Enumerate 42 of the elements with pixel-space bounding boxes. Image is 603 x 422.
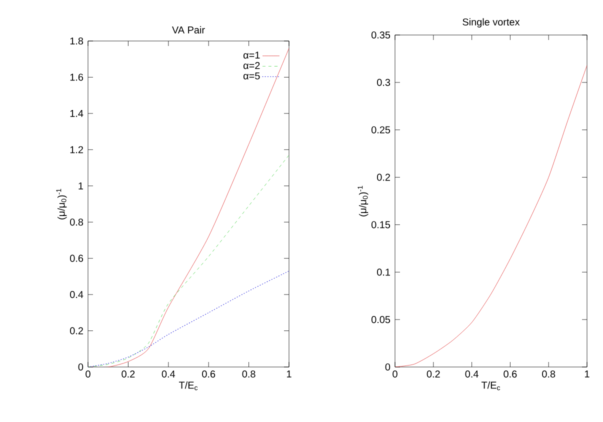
line-series <box>395 65 588 367</box>
y-tick-label: 1.6 <box>70 74 84 81</box>
y-tick-label: 0.25 <box>371 126 390 134</box>
line-series <box>88 154 290 367</box>
y-tick-label: 0.2 <box>70 327 83 334</box>
y-tick-label: 0.6 <box>70 254 84 262</box>
y-tick-label: 0 <box>78 363 84 371</box>
chart-title: Single vortex <box>462 18 520 28</box>
x-tick-label: 0.4 <box>162 370 176 378</box>
y-tick-label: 0.8 <box>70 218 84 226</box>
x-tick-label: 0.2 <box>426 370 440 378</box>
line-series <box>88 270 290 367</box>
x-tick-label: 0.8 <box>242 370 256 378</box>
x-tick-label: 0.2 <box>122 370 135 378</box>
legend-label: α=1 <box>243 52 260 59</box>
x-axis-title: T/E$_{c}$ <box>481 381 500 390</box>
x-tick-label: 1 <box>585 370 590 378</box>
legend-label: α=2 <box>243 62 260 70</box>
y-tick-label: 1 <box>78 182 84 190</box>
y-axis-title: (μ/μ$_{0}$)$^{-1}$ <box>358 186 368 216</box>
y-tick-label: 0.05 <box>371 316 390 324</box>
y-tick-label: 0.3 <box>377 78 390 86</box>
chart-title: VA Pair <box>172 26 205 34</box>
x-tick-label: 0.6 <box>504 370 517 378</box>
legend-label: α=5 <box>243 72 260 80</box>
x-tick-label: 0 <box>86 370 90 378</box>
x-tick-label: 0.4 <box>465 370 478 378</box>
y-tick-label: 0.1 <box>377 268 390 276</box>
y-tick-label: 0.2 <box>377 174 390 181</box>
y-tick-label: 0.15 <box>371 221 390 228</box>
y-tick-label: 1.4 <box>70 110 84 117</box>
y-tick-label: 1.8 <box>70 37 84 45</box>
y-tick-label: 0 <box>385 363 390 371</box>
x-tick-label: 0.6 <box>202 370 216 378</box>
y-tick-label: 1.2 <box>70 146 83 154</box>
x-tick-label: 0 <box>392 370 398 378</box>
y-axis-title: (μ/μ$_{0}$)$^{-1}$ <box>56 188 67 220</box>
y-tick-label: 0.35 <box>371 31 390 39</box>
x-axis-title: T/E$_{c}$ <box>178 381 198 390</box>
x-tick-label: 1 <box>287 370 292 378</box>
x-tick-label: 0.8 <box>542 370 556 378</box>
y-tick-label: 0.4 <box>70 291 84 298</box>
